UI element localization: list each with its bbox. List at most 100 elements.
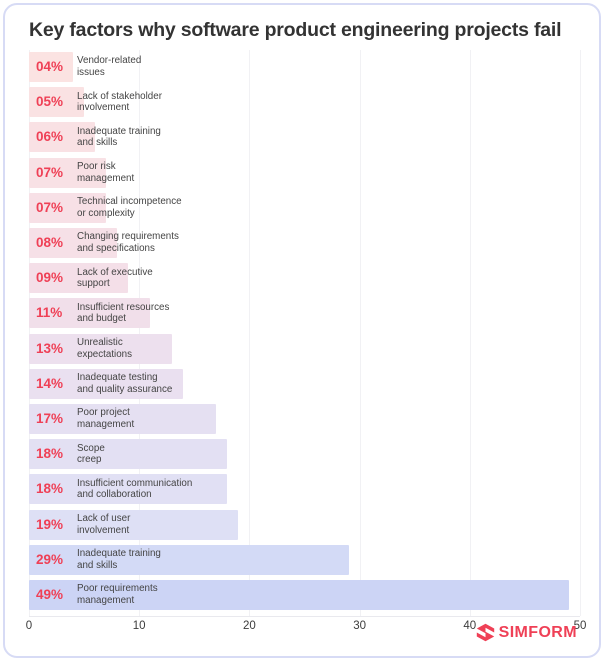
bar-category-label: Lack of user involvement — [77, 510, 130, 540]
bar-category-label-line1: Vendor-related — [77, 55, 142, 67]
bar-category-label: Poor risk management — [77, 158, 134, 188]
bar[interactable] — [29, 439, 228, 470]
x-axis-tick: 10 — [132, 620, 146, 632]
bar-value-label: 19% — [36, 516, 64, 532]
bar-category-label: Unrealistic expectations — [77, 334, 132, 364]
bar-category-label-line2: expectations — [77, 348, 133, 360]
bar-category-label-line2: and specifications — [77, 243, 155, 254]
bar-row[interactable]: 05% Lack of stakeholder involvement — [29, 87, 580, 118]
bar-category-label-line2: and skills — [77, 137, 118, 149]
bar-category-label-line2: and budget — [77, 313, 127, 325]
bar-category-label: Insufficient resources and budget — [77, 298, 169, 328]
bar-value-label: 09% — [36, 270, 64, 286]
bar-row[interactable]: 14% Inadequate testing and quality assuran… — [29, 368, 580, 399]
bar-row[interactable]: 06% Inadequate training and skills — [29, 122, 580, 153]
bar-category-label-line1: Lack of user — [77, 513, 131, 524]
bar-category-label-line2: issues — [77, 67, 105, 78]
bar-category-label-line1: Scope — [77, 442, 105, 454]
bar-row[interactable]: 18% Scope creep — [29, 439, 580, 470]
x-axis-line — [29, 616, 580, 617]
bar-category-label-line1: Lack of executive — [77, 266, 153, 278]
bar-category-label-line2: and quality assurance — [77, 383, 173, 395]
bar-category-label-line2: management — [77, 595, 135, 606]
bar-category-label-line2: management — [77, 419, 135, 430]
gridline — [29, 50, 30, 616]
bar[interactable] — [29, 509, 239, 540]
bar-category-label-line2: or complexity — [77, 207, 135, 219]
bar-value-label: 18% — [36, 481, 64, 497]
bar-value-label: 05% — [36, 94, 64, 110]
bar-row[interactable]: 04% Vendor-related issues — [29, 52, 580, 82]
bar-value-label: 13% — [36, 340, 64, 356]
bar-category-label: Inadequate training and skills — [77, 545, 161, 575]
bar-row[interactable]: 17% Poor project management — [29, 404, 580, 434]
gridline — [580, 50, 581, 616]
bar[interactable] — [29, 157, 107, 188]
bar-value-label: 07% — [36, 164, 64, 180]
bar-row[interactable]: 08% Changing requirements and specificatio… — [29, 228, 580, 258]
bar[interactable] — [29, 368, 184, 399]
x-axis-tick: 50 — [573, 620, 587, 632]
simform-logo-icon — [476, 623, 494, 642]
bar[interactable] — [29, 298, 151, 329]
bar-category-label-line1: Insufficient resources — [77, 301, 170, 313]
gridline — [249, 50, 251, 616]
page-title: Key factors why software product enginee… — [29, 19, 562, 41]
x-axis-tick: 0 — [25, 620, 33, 632]
bar-category-label: Inadequate testing and quality assurance — [77, 369, 172, 399]
bar[interactable] — [29, 544, 349, 575]
chart-card: Key factors why software product enginee… — [3, 3, 601, 658]
bar-category-label: Poor project management — [77, 404, 134, 434]
bar[interactable] — [29, 580, 569, 610]
bar[interactable] — [29, 87, 85, 118]
bar[interactable] — [29, 192, 107, 223]
bar-row[interactable]: 11% Insufficient resources and budget — [29, 298, 580, 329]
bar-value-label: 07% — [36, 199, 64, 215]
bar[interactable] — [29, 263, 129, 294]
bar[interactable] — [29, 333, 173, 364]
bar-category-label-line1: Technical incompetence — [77, 196, 182, 208]
bar-value-label: 17% — [36, 411, 64, 426]
bar-category-label: Inadequate training and skills — [77, 122, 161, 152]
bar-category-label: Lack of stakeholder involvement — [77, 87, 162, 117]
x-axis-tick: 30 — [353, 620, 366, 632]
bar-category-label-line1: Poor project — [77, 407, 130, 419]
bar-row[interactable]: 19% Lack of user involvement — [29, 509, 580, 540]
bar-category-label-line1: Poor requirements — [77, 583, 158, 595]
simform-logo-text: SIMFORM — [498, 623, 577, 641]
simform-logo: SIMFORM — [476, 623, 577, 642]
bar-category-label-line1: Lack of stakeholder — [77, 90, 162, 102]
bar-category-label-line2: and skills — [77, 559, 118, 571]
x-axis-tick: 20 — [242, 620, 256, 632]
gridline — [469, 50, 471, 616]
bar-category-label: Technical incompetence or complexity — [77, 193, 182, 223]
bar-row[interactable]: 07% Poor risk management — [29, 157, 580, 188]
bar[interactable] — [29, 122, 96, 153]
bar-category-label: Scope creep — [77, 439, 105, 469]
bar-value-label: 08% — [36, 235, 64, 250]
bar-category-label-line1: Inadequate training — [77, 548, 161, 560]
bar-value-label: 29% — [36, 551, 64, 567]
bar[interactable] — [29, 404, 217, 434]
x-axis-tick-labels: 0 10 20 30 40 50 — [25, 620, 587, 638]
bar[interactable] — [29, 228, 118, 258]
bar-row[interactable]: 07% Technical incompetence or complexity — [29, 192, 580, 223]
bar[interactable] — [29, 52, 74, 82]
bar-row[interactable]: 18% Insufficient communication and collabo… — [29, 474, 580, 505]
bar-row[interactable]: 49% Poor requirements management — [29, 580, 580, 610]
bar-value-label: 49% — [36, 587, 64, 602]
bar-category-label-line1: Inadequate training — [77, 125, 161, 137]
bar[interactable] — [29, 474, 228, 505]
bar-category-label: Insufficient communication and collaborat… — [77, 474, 192, 504]
bar-category-label-line2: involvement — [77, 524, 130, 536]
bar-category-label: Poor requirements management — [77, 580, 158, 610]
bar-category-label-line1: Unrealistic — [77, 337, 123, 348]
bar-category-label-line2: involvement — [77, 102, 130, 114]
bar-category-label: Vendor-related issues — [77, 52, 141, 82]
bar-row[interactable]: 09% Lack of executive support — [29, 263, 580, 294]
bar-row[interactable]: 29% Inadequate training and skills — [29, 544, 580, 575]
bar-row[interactable]: 13% Unrealistic expectations — [29, 333, 580, 364]
bar-category-label-line1: Inadequate testing — [77, 372, 158, 384]
gridline — [359, 50, 361, 616]
bar-category-label: Lack of executive support — [77, 263, 153, 293]
